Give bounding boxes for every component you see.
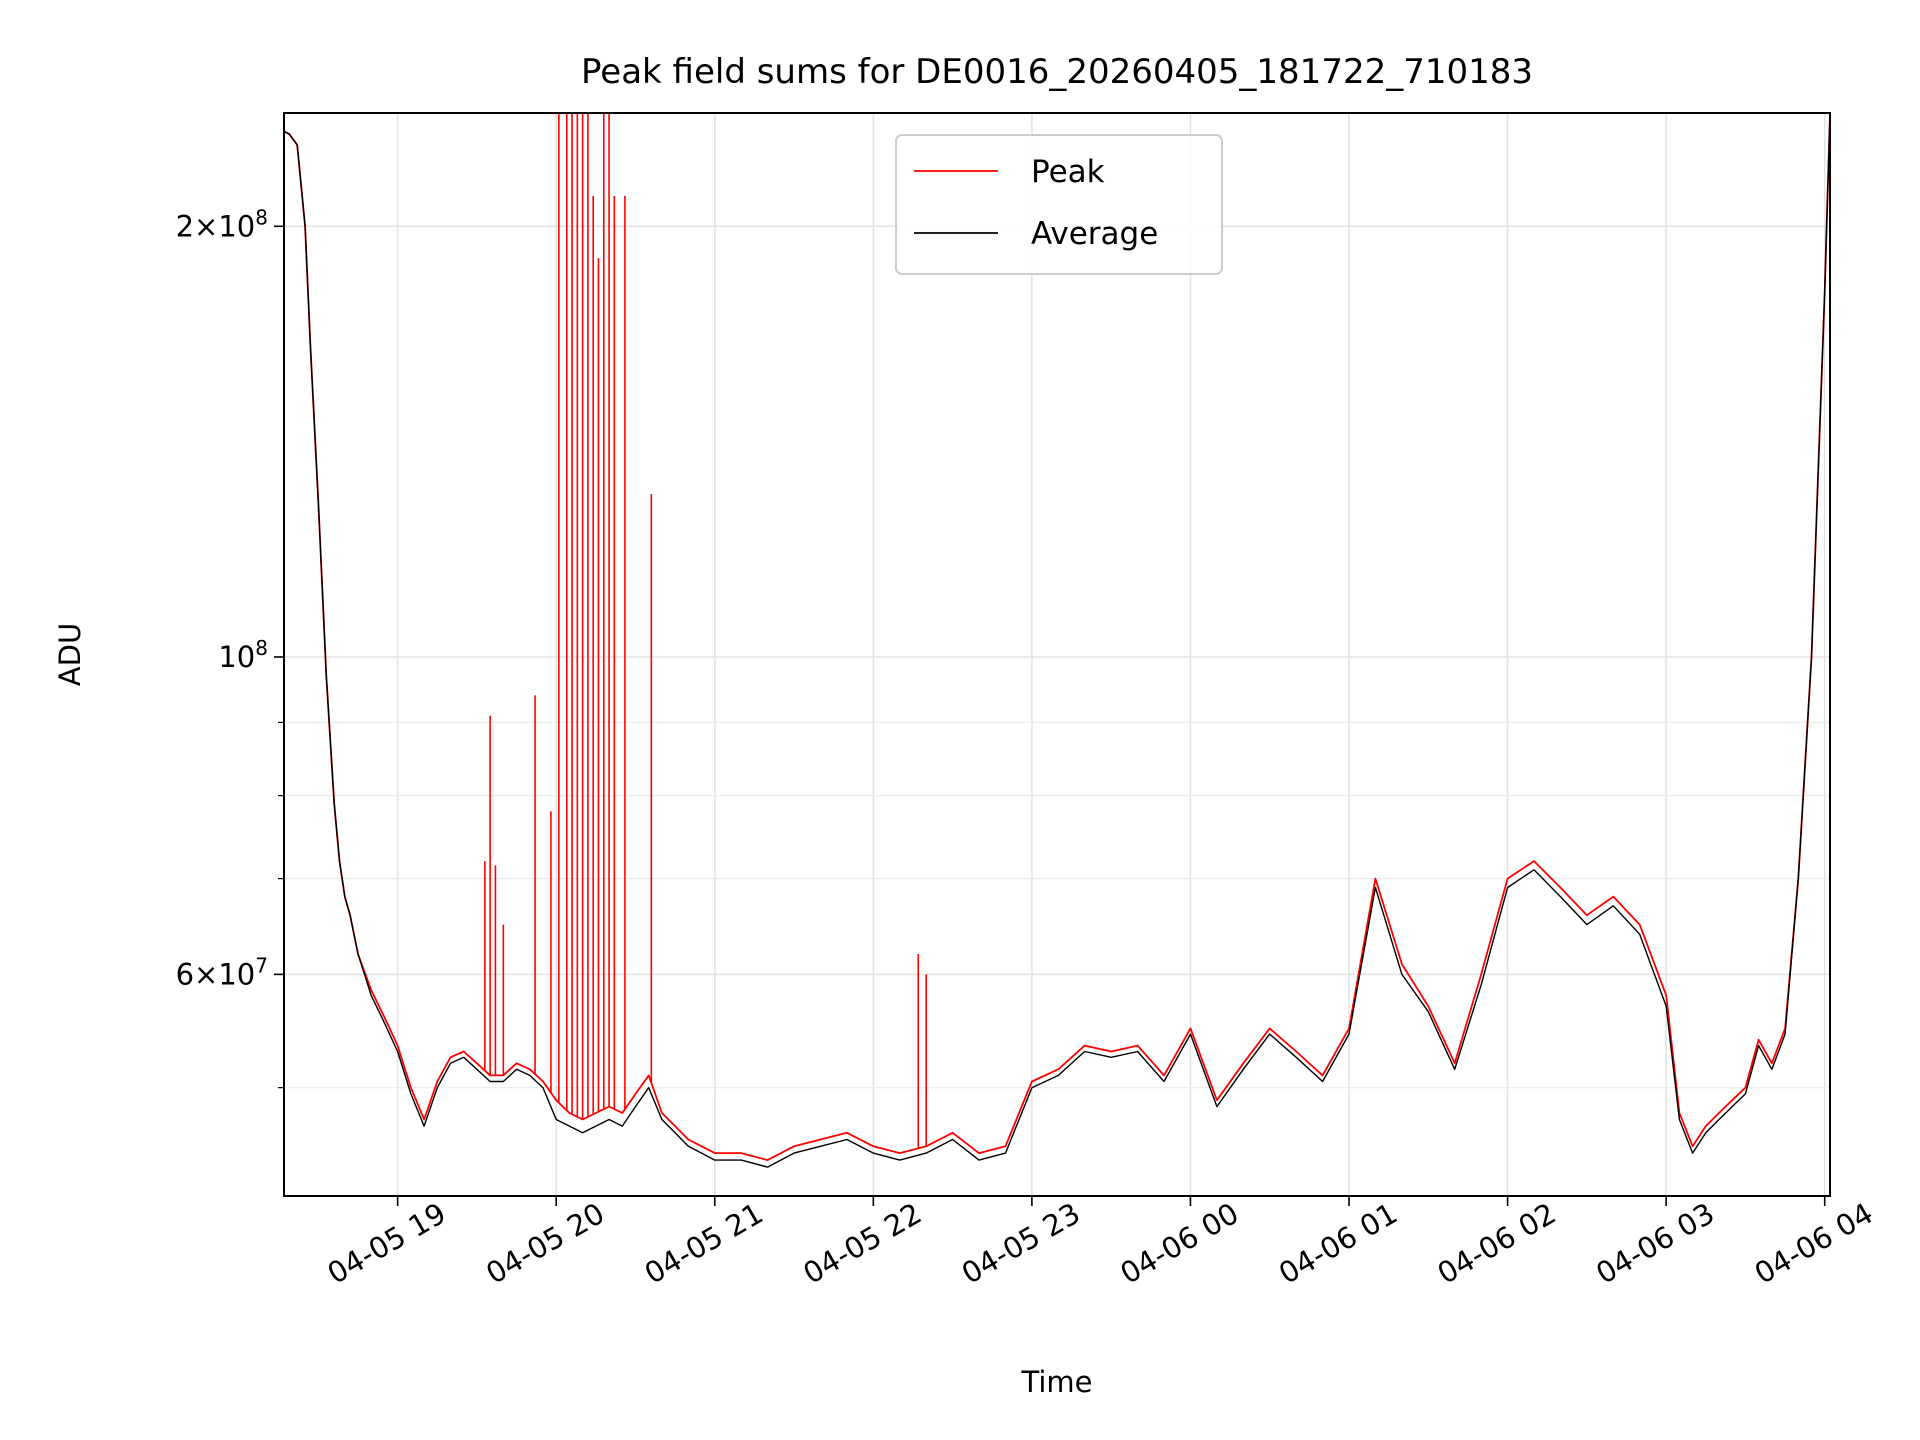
y-axis-label: ADU [53, 623, 87, 686]
y-tick-label: 6×107 [176, 953, 268, 991]
legend-box [895, 134, 1223, 275]
y-tick-mantissa: 2 [176, 209, 194, 243]
y-tick-exponent: 8 [255, 636, 268, 660]
y-tick-exponent: 7 [255, 953, 268, 977]
x-axis-label: Time [1021, 1365, 1093, 1399]
plot-clip-group [284, 113, 1830, 1168]
y-tick-exponent: 8 [255, 205, 268, 229]
y-tick-label: 108 [218, 636, 268, 674]
chart-title: Peak field sums for DE0016_20260405_1817… [581, 52, 1533, 92]
series-line-average [284, 113, 1830, 1168]
y-tick-times: × [194, 209, 218, 243]
grid-lines [284, 113, 1830, 1196]
y-tick-base: 10 [218, 640, 255, 674]
legend-label-average: Average [1031, 216, 1158, 252]
y-tick-base: 10 [218, 957, 255, 991]
series-line-peak [284, 113, 1830, 1161]
y-tick-times: × [194, 957, 218, 991]
y-tick-base: 10 [218, 209, 255, 243]
legend-label-peak: Peak [1031, 154, 1105, 190]
legend: Peak Average [895, 134, 1223, 275]
y-tick-label: 2×108 [176, 205, 268, 243]
y-tick-mantissa: 6 [176, 957, 194, 991]
axes-frame [283, 112, 1831, 1197]
plot-area [284, 113, 1830, 1168]
